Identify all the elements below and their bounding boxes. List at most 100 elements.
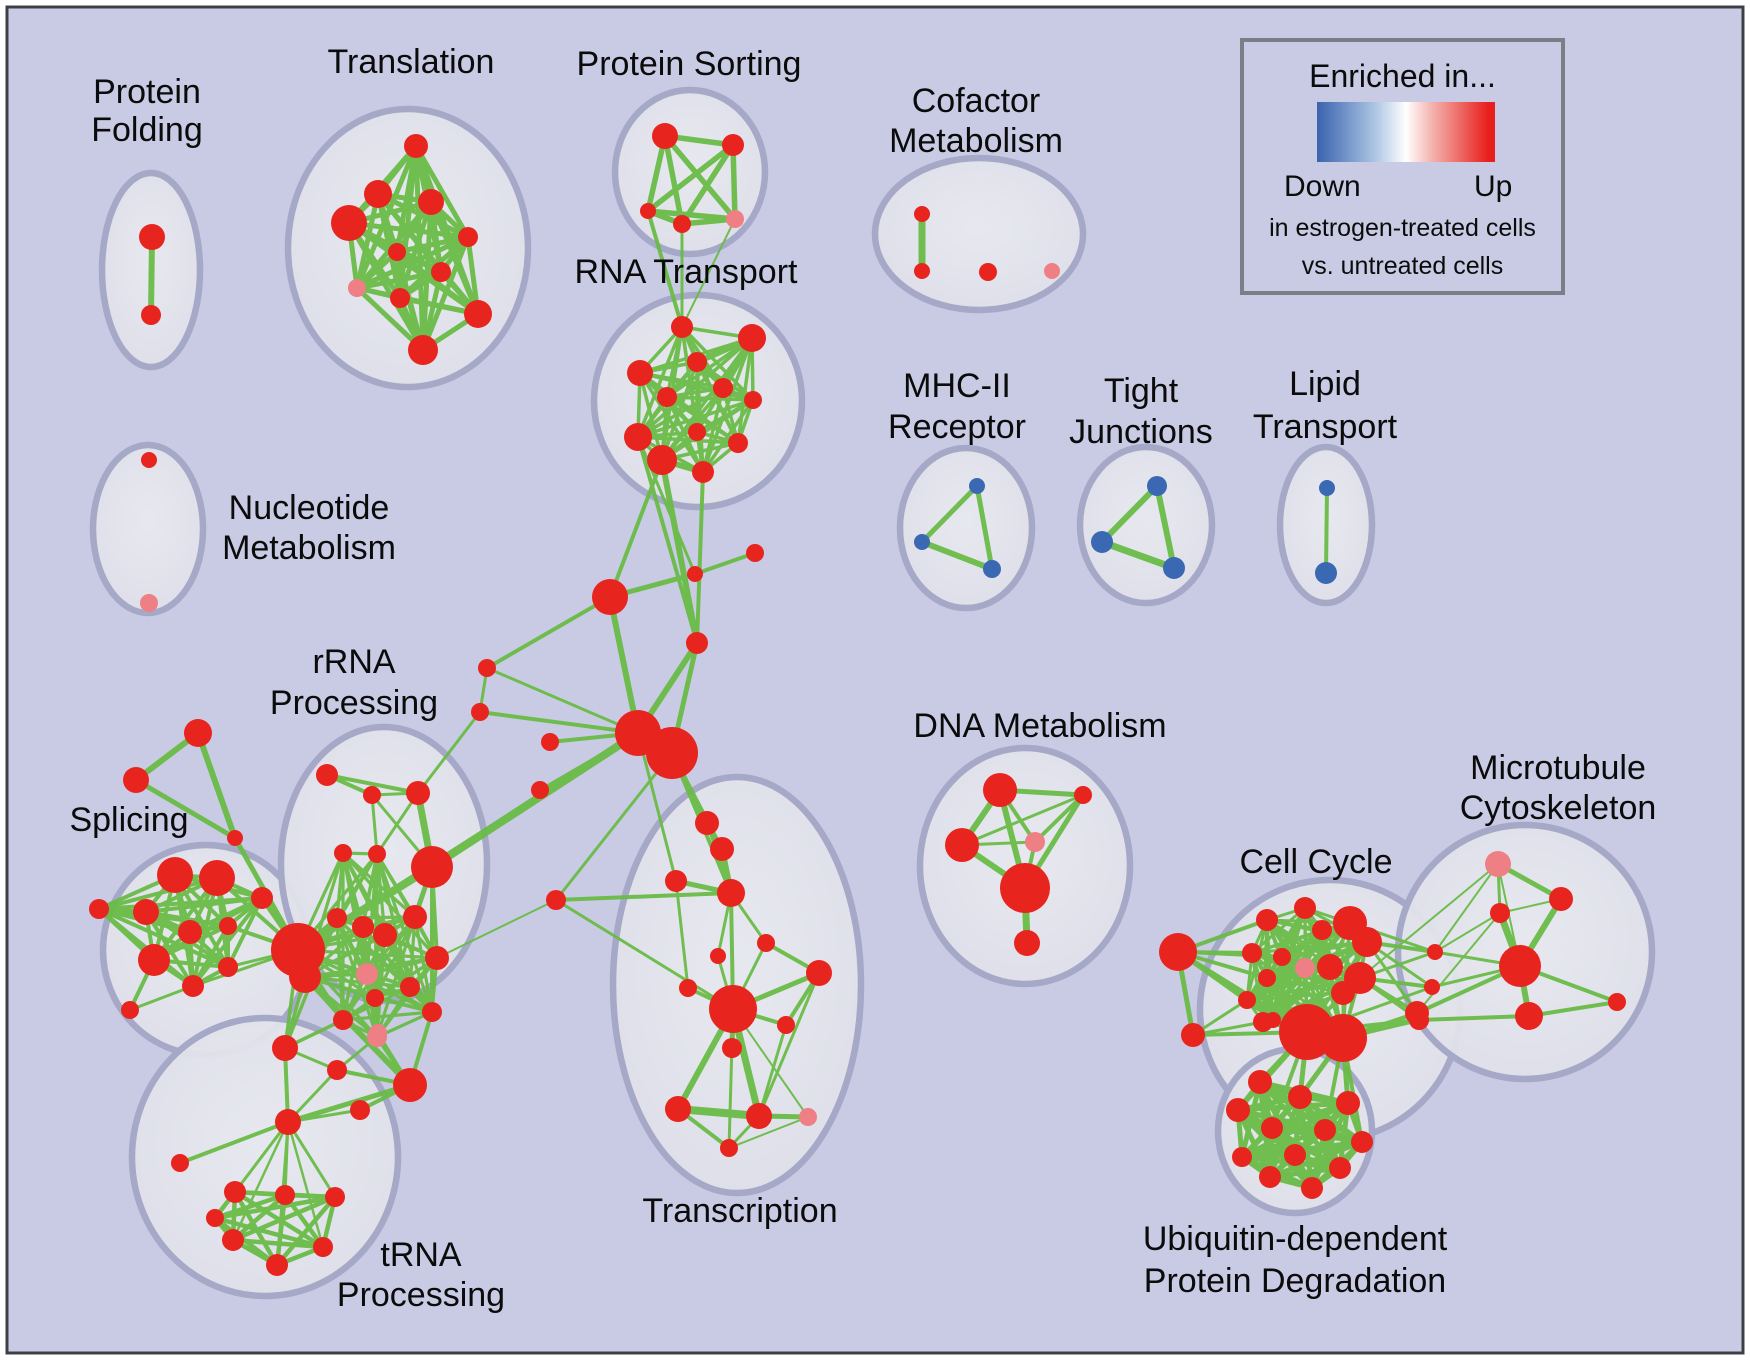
cluster-label-sp-line1: Splicing: [69, 801, 188, 839]
dn-gene-set-node: [983, 773, 1017, 807]
br-gene-set-node: [746, 544, 764, 562]
enrichment-overlap-edge: [659, 457, 700, 646]
cluster-ellipse-tn: [128, 1014, 402, 1300]
enrichment-overlap-edge: [286, 1120, 337, 1199]
cluster-label-lt-line2: Transport: [1253, 408, 1398, 446]
tl-gene-set-node: [331, 205, 367, 241]
enrichment-overlap-edge: [1416, 912, 1501, 1014]
enrichment-overlap-edge: [354, 191, 381, 291]
rt-gene-set-node: [744, 391, 762, 409]
enrichment-overlap-edge: [354, 269, 444, 291]
rt-gene-set-node: [738, 324, 766, 352]
rt-gene-set-node: [692, 461, 714, 483]
cc-gene-set-node: [1317, 954, 1343, 980]
cluster-label-mt-line2: Cytoskeleton: [1460, 789, 1657, 827]
br-gene-set-node: [541, 733, 559, 751]
tj-gene-set-node: [1147, 476, 1167, 496]
enrichment-overlap-edge: [413, 143, 471, 240]
dn-gene-set-node: [945, 828, 979, 862]
legend-subtitle-line2: vs. untreated cells: [1301, 252, 1504, 280]
mt-gene-set-node: [1499, 945, 1541, 987]
enrichment-overlap-edge: [1434, 863, 1499, 953]
br-gene-set-node: [546, 890, 566, 910]
tl-gene-set-node: [408, 335, 438, 365]
ub-gene-set-node: [1301, 1177, 1323, 1199]
enrichment-overlap-edge: [231, 1120, 290, 1242]
enrichment-overlap-edge: [128, 984, 195, 1012]
enrichment-overlap-edge: [665, 336, 754, 399]
enrichment-overlap-edge: [1265, 940, 1369, 980]
cluster-label-nu-line2: Metabolism: [222, 529, 396, 567]
enrichment-overlap-edge: [436, 899, 557, 959]
lt-gene-set-node: [1315, 562, 1337, 584]
cluster-label-tj-line1: Tight: [1104, 372, 1179, 410]
enrichment-overlap-edge: [286, 1120, 325, 1249]
cluster-label-rr-line1: rRNA: [312, 643, 395, 681]
enrichment-overlap-edge: [674, 1105, 763, 1120]
cluster-ellipse-tj: [1076, 443, 1216, 607]
enrichment-overlap-edge: [1250, 906, 1307, 955]
enrichment-overlap-edge: [636, 435, 699, 645]
enrichment-overlap-edge: [1324, 486, 1329, 575]
enrichment-overlap-edge: [230, 1192, 288, 1243]
tl-gene-set-node: [390, 288, 410, 308]
tl-gene-set-node: [348, 279, 366, 297]
enrichment-overlap-edge: [413, 915, 434, 1014]
enrichment-overlap-edge: [133, 777, 238, 841]
rt-gene-set-node: [728, 433, 748, 453]
enrichment-overlap-edge: [485, 595, 612, 670]
cluster-ellipse-nu: [89, 441, 207, 617]
enrichment-overlap-edge: [212, 1215, 326, 1250]
tn-gene-set-node: [393, 1068, 427, 1102]
enrichment-overlap-edge: [285, 1082, 413, 1125]
pf-gene-set-node: [139, 224, 165, 250]
enrichment-overlap-edge: [636, 398, 755, 439]
legend-title: Enriched in...: [1309, 58, 1496, 94]
enrichment-overlap-edge: [1239, 1127, 1328, 1160]
mt-gene-set-node: [1490, 903, 1510, 923]
sp-gene-set-node: [133, 899, 159, 925]
enrichment-overlap-edge: [554, 751, 674, 902]
rt-gene-set-node: [688, 423, 706, 441]
enrichment-overlap-edge: [191, 896, 264, 988]
rr-gene-set-node: [327, 908, 347, 928]
tj-gene-set-node: [1163, 557, 1185, 579]
mt-gene-set-node: [1485, 851, 1511, 877]
br-gene-set-node: [592, 579, 628, 615]
rr-gene-set-node: [373, 923, 397, 947]
enrichment-overlap-edge: [274, 1194, 338, 1268]
rr-gene-set-node: [368, 845, 386, 863]
rr-gene-set-node: [363, 786, 381, 804]
cluster-ellipse-ps: [611, 86, 769, 258]
tr-gene-set-node: [695, 811, 719, 835]
enrichment-overlap-edge: [757, 971, 821, 1118]
enrichment-overlap-edge: [974, 483, 995, 572]
enrichment-overlap-edge: [701, 398, 755, 474]
cc-gene-set-node: [1295, 958, 1315, 978]
tr-gene-set-node: [710, 837, 734, 861]
cc-gene-set-node: [1242, 943, 1262, 963]
lt-gene-set-node: [1319, 480, 1335, 496]
enrichment-overlap-edge: [346, 220, 426, 353]
tr-gene-set-node: [679, 979, 697, 997]
ps-gene-set-node: [726, 210, 744, 228]
enrichment-overlap-edge: [1434, 912, 1501, 953]
cluster-label-tl-line1: Translation: [328, 43, 495, 81]
pf-gene-set-node: [141, 305, 161, 325]
rr-gene-set-node: [366, 989, 384, 1007]
enrichment-overlap-edge: [212, 1194, 338, 1221]
cc-gene-set-node: [1253, 1012, 1273, 1032]
ub-gene-set-node: [1261, 1117, 1283, 1139]
rr-gene-set-node: [316, 764, 338, 786]
enrichment-overlap-edge: [554, 898, 735, 1011]
enrichment-overlap-edge: [665, 395, 755, 402]
rr-gene-set-node: [406, 781, 430, 805]
ps-gene-set-node: [640, 203, 656, 219]
enrichment-overlap-edge: [736, 336, 754, 445]
cluster-label-pf-line2: Folding: [91, 111, 203, 149]
tl-gene-set-node: [431, 262, 451, 282]
rr-gene-set-node: [422, 1002, 442, 1022]
sp-gene-set-node: [123, 767, 149, 793]
ub-gene-set-node: [1288, 1085, 1312, 1109]
enrichment-overlap-edge: [1154, 483, 1177, 571]
